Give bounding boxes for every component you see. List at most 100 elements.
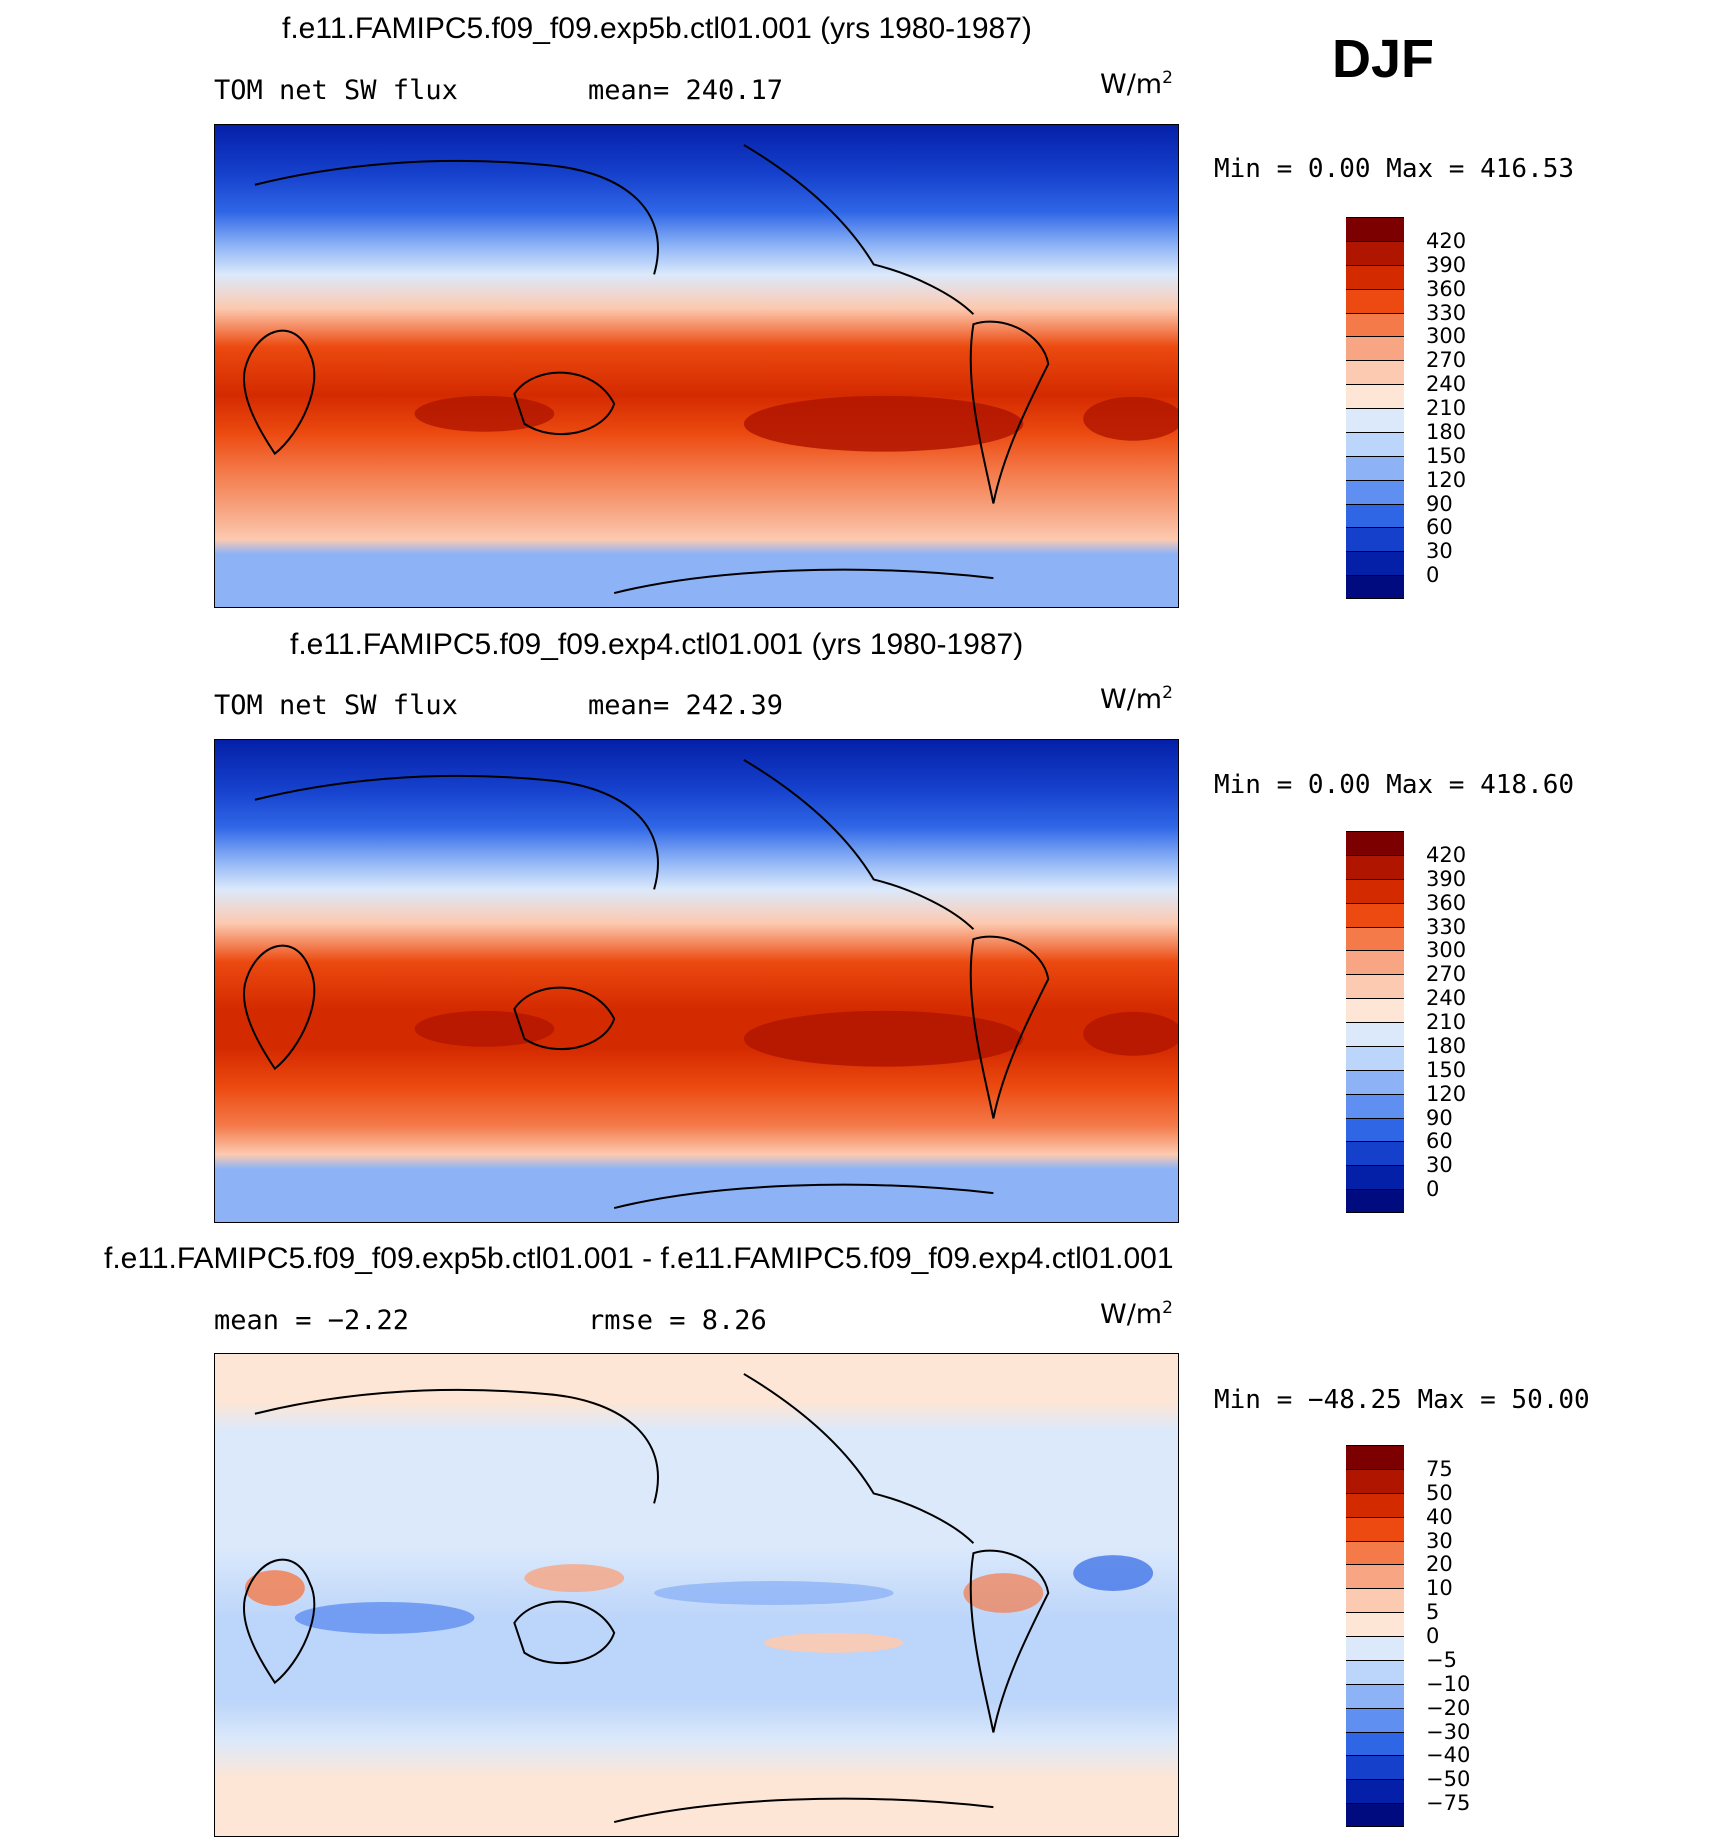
colorbar-swatch (1346, 1707, 1404, 1732)
colorbar-tick-label: −40 (1426, 1743, 1471, 1768)
colorbar-swatch (1346, 1165, 1404, 1190)
colorbar-tick-label: −20 (1426, 1695, 1471, 1720)
colorbar-tick-label: 210 (1426, 396, 1467, 420)
colorbar-tick-label: 0 (1426, 563, 1440, 588)
colorbar-swatch (1346, 431, 1404, 456)
panel3-units: W/m2 (1100, 1298, 1173, 1330)
colorbar-swatch (1346, 1492, 1404, 1517)
colorbar-swatch (1346, 264, 1404, 289)
colorbar-tick-label: 120 (1426, 1081, 1467, 1106)
colorbar-tick-label: 330 (1426, 914, 1467, 939)
colorbar-swatch (1346, 408, 1404, 432)
colorbar-swatch (1346, 455, 1404, 480)
panel3-map (214, 1353, 1179, 1837)
colorbar-swatch (1346, 1588, 1404, 1613)
colorbar-swatch (1346, 1069, 1404, 1094)
colorbar-tick-label: 420 (1426, 842, 1467, 867)
colorbar-tick-label: −10 (1426, 1671, 1471, 1696)
panel3-coastlines (243, 1373, 1050, 1824)
colorbar-tick-label: 420 (1426, 228, 1467, 253)
colorbar-tick-label: 390 (1426, 866, 1467, 891)
colorbar-swatch (1346, 1731, 1404, 1756)
colorbar-tick-label: 180 (1426, 1033, 1467, 1058)
colorbar-swatch (1346, 479, 1404, 504)
season-label: DJF (1332, 29, 1435, 89)
panel3-pos-anomaly-maritime (524, 1564, 625, 1593)
colorbar-swatch (1346, 217, 1404, 241)
colorbar-swatch (1346, 1636, 1404, 1660)
colorbar-tick-label: 60 (1426, 515, 1453, 540)
panel2-max-core-indian (414, 1010, 555, 1047)
colorbar-tick-label: 5 (1426, 1600, 1440, 1625)
colorbar-tick-label: −50 (1426, 1767, 1471, 1792)
panel1-field (215, 125, 1178, 607)
colorbar-swatch (1346, 950, 1404, 975)
colorbar-swatch (1346, 1683, 1404, 1708)
colorbar-tick-label: −5 (1426, 1647, 1457, 1672)
panel1-max-core-atlantic (1083, 396, 1178, 441)
colorbar-tick-label: 30 (1426, 539, 1453, 564)
panel1-mean-label: mean= 240.17 (588, 75, 784, 106)
colorbar-swatch (1346, 1564, 1404, 1589)
colorbar-swatch (1346, 527, 1404, 552)
colorbar-tick-label: 300 (1426, 324, 1467, 349)
colorbar-swatch (1346, 1445, 1404, 1469)
colorbar-tick-label: −75 (1426, 1791, 1471, 1816)
panel2-field (215, 740, 1178, 1222)
panel1-max-core-indian (414, 395, 555, 432)
panel3-neg-anomaly-indian (294, 1601, 475, 1634)
colorbar-swatch (1346, 1612, 1404, 1636)
colorbar-swatch (1346, 998, 1404, 1022)
colorbar-tick-label: 330 (1426, 300, 1467, 325)
colorbar-swatch (1346, 1141, 1404, 1166)
panel3-mean-label: mean = −2.22 (214, 1305, 410, 1336)
colorbar-tick-label: 90 (1426, 1105, 1453, 1130)
colorbar-swatch (1346, 1516, 1404, 1541)
colorbar-tick-label: 210 (1426, 1010, 1467, 1034)
colorbar-tick-label: 40 (1426, 1504, 1453, 1529)
panel2-mean-label: mean= 242.39 (588, 690, 784, 721)
colorbar-swatch (1346, 926, 1404, 951)
colorbar-swatch (1346, 1022, 1404, 1046)
colorbar-swatch (1346, 360, 1404, 385)
colorbar-tick-label: 180 (1426, 419, 1467, 444)
colorbar-swatch (1346, 503, 1404, 528)
colorbar-tick-label: 390 (1426, 252, 1467, 277)
colorbar-tick-label: 60 (1426, 1129, 1453, 1154)
panel3-neg-anomaly-pacific (654, 1581, 894, 1605)
colorbar-swatch (1346, 902, 1404, 927)
panel1-coastlines (243, 144, 1050, 595)
panel3-pos-anomaly-amazon (963, 1573, 1044, 1613)
panel3-pos-anomaly-south-pacific (763, 1632, 904, 1653)
colorbar-swatch (1346, 1045, 1404, 1070)
panel1-units: W/m2 (1100, 68, 1173, 100)
panel1-max-core-pacific (743, 395, 1024, 452)
colorbar-tick-label: 150 (1426, 1057, 1467, 1082)
colorbar-tick-label: 0 (1426, 1624, 1440, 1648)
colorbar-swatch (1346, 1468, 1404, 1493)
colorbar-tick-label: 240 (1426, 986, 1467, 1011)
colorbar-tick-label: 90 (1426, 491, 1453, 516)
colorbar-tick-label: 360 (1426, 890, 1467, 915)
panel1-colorbar (1346, 217, 1404, 599)
colorbar-swatch (1346, 312, 1404, 337)
colorbar-tick-label: 0 (1426, 1177, 1440, 1202)
colorbar-tick-label: 270 (1426, 348, 1467, 373)
panel2-max-core-pacific (743, 1010, 1024, 1067)
colorbar-tick-label: 150 (1426, 443, 1467, 468)
panel3-pos-anomaly-africa (244, 1570, 305, 1606)
colorbar-tick-label: 30 (1426, 1153, 1453, 1178)
colorbar-swatch (1346, 575, 1404, 599)
panel3-minmax: Min = −48.25 Max = 50.00 (1214, 1385, 1590, 1415)
panel1-variable-label: TOM net SW flux (214, 75, 458, 106)
colorbar-swatch (1346, 1093, 1404, 1118)
panel1-title: f.e11.FAMIPC5.f09_f09.exp5b.ctl01.001 (y… (282, 12, 1032, 45)
panel2-map (214, 739, 1179, 1223)
panel2-minmax: Min = 0.00 Max = 418.60 (1214, 770, 1575, 800)
panel2-colorbar (1346, 831, 1404, 1213)
colorbar-swatch (1346, 1779, 1404, 1804)
colorbar-tick-label: 75 (1426, 1456, 1453, 1481)
colorbar-swatch (1346, 551, 1404, 576)
colorbar-tick-label: 120 (1426, 467, 1467, 492)
panel2-units: W/m2 (1100, 683, 1173, 715)
